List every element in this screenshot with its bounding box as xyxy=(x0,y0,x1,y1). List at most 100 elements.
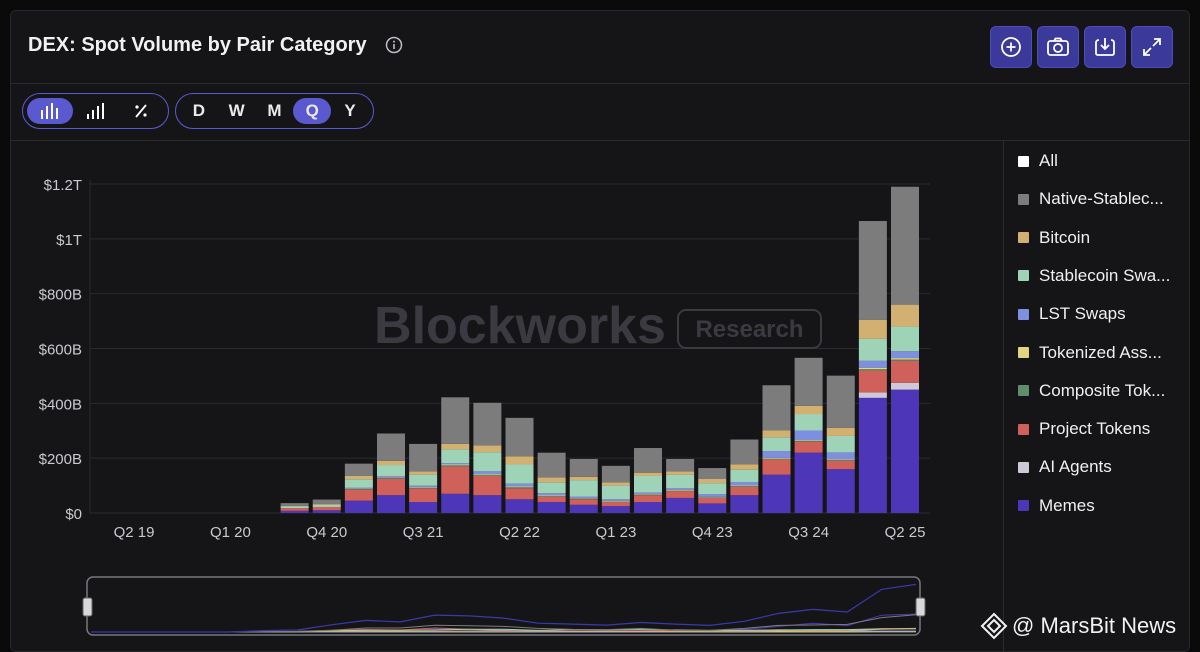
bar-segment[interactable] xyxy=(569,499,598,505)
bar-segment[interactable] xyxy=(473,474,502,476)
bar-segment[interactable] xyxy=(762,458,791,460)
bar-segment[interactable] xyxy=(280,505,309,507)
bar-segment[interactable] xyxy=(441,493,470,513)
bar-segment[interactable] xyxy=(858,367,887,370)
legend-item[interactable]: AI Agents xyxy=(1018,456,1184,478)
legend-item[interactable]: Native-Stablec... xyxy=(1018,188,1184,210)
bar-segment[interactable] xyxy=(537,502,566,513)
bar-segment[interactable] xyxy=(569,504,598,513)
bar-segment[interactable] xyxy=(762,474,791,513)
bar-segment[interactable] xyxy=(312,503,341,505)
bar-segment[interactable] xyxy=(794,405,823,415)
percent-button[interactable] xyxy=(118,98,164,124)
bar-segment[interactable] xyxy=(473,452,502,472)
bar-segment[interactable] xyxy=(730,439,759,465)
legend-item[interactable]: Project Tokens xyxy=(1018,418,1184,440)
bar-segment[interactable] xyxy=(634,472,662,476)
bar-segment[interactable] xyxy=(537,496,566,497)
bar-segment[interactable] xyxy=(826,435,855,453)
bar-segment[interactable] xyxy=(473,445,502,453)
bar-segment[interactable] xyxy=(409,485,438,487)
bar-segment[interactable] xyxy=(891,304,919,327)
bar-segment[interactable] xyxy=(344,488,373,489)
bar-segment[interactable] xyxy=(891,382,919,390)
bar-segment[interactable] xyxy=(569,476,598,481)
bar-segment[interactable] xyxy=(634,492,662,495)
bar-segment[interactable] xyxy=(377,478,405,496)
bar-segment[interactable] xyxy=(280,510,309,513)
bar-segment[interactable] xyxy=(858,369,887,371)
bar-segment[interactable] xyxy=(377,477,405,478)
bar-segment[interactable] xyxy=(698,503,727,513)
info-icon[interactable] xyxy=(385,36,403,59)
bar-segment[interactable] xyxy=(762,385,791,431)
bar-segment[interactable] xyxy=(858,338,887,361)
bar-segment[interactable] xyxy=(858,392,887,398)
bar-segment[interactable] xyxy=(730,495,759,513)
bar-segment[interactable] xyxy=(312,506,341,511)
bar-segment[interactable] xyxy=(601,482,630,486)
bar-segment[interactable] xyxy=(762,459,791,475)
bar-segment[interactable] xyxy=(505,456,534,465)
bar-segment[interactable] xyxy=(858,370,887,393)
bar-segment[interactable] xyxy=(377,465,405,476)
bar-segment[interactable] xyxy=(601,501,630,503)
legend-item[interactable]: Composite Tok... xyxy=(1018,380,1184,402)
timeframe-q[interactable]: Q xyxy=(293,98,332,124)
bar-segment[interactable] xyxy=(698,468,727,480)
bar-segment[interactable] xyxy=(730,482,759,486)
legend-item[interactable]: Tokenized Ass... xyxy=(1018,342,1184,364)
bar-segment[interactable] xyxy=(473,475,502,496)
navigator-right-handle[interactable] xyxy=(915,597,926,617)
legend-item[interactable]: Stablecoin Swa... xyxy=(1018,265,1184,287)
bar-segment[interactable] xyxy=(891,186,919,305)
bar-segment[interactable] xyxy=(730,469,759,483)
bar-segment[interactable] xyxy=(730,464,759,470)
legend-item[interactable]: All xyxy=(1018,150,1184,172)
bar-segment[interactable] xyxy=(794,357,823,406)
bar-segment[interactable] xyxy=(666,497,695,513)
signal-bars-button[interactable] xyxy=(73,98,119,124)
add-button[interactable] xyxy=(990,26,1032,68)
bar-segment[interactable] xyxy=(826,460,855,470)
bar-segment[interactable] xyxy=(826,452,855,460)
legend-item[interactable]: Bitcoin xyxy=(1018,227,1184,249)
bar-segment[interactable] xyxy=(634,448,662,473)
bar-segment[interactable] xyxy=(826,459,855,461)
bar-segment[interactable] xyxy=(473,402,502,446)
bar-segment[interactable] xyxy=(698,494,727,497)
bar-segment[interactable] xyxy=(601,502,630,507)
bar-segment[interactable] xyxy=(891,389,919,513)
bar-segment[interactable] xyxy=(409,488,438,503)
download-button[interactable] xyxy=(1084,26,1126,68)
bar-chart-button[interactable] xyxy=(27,98,73,124)
bar-segment[interactable] xyxy=(569,498,598,500)
bar-segment[interactable] xyxy=(666,474,695,489)
bar-segment[interactable] xyxy=(601,499,630,501)
bar-segment[interactable] xyxy=(312,510,341,513)
bar-segment[interactable] xyxy=(537,495,566,497)
bar-segment[interactable] xyxy=(666,488,695,490)
bar-segment[interactable] xyxy=(891,359,919,361)
bar-segment[interactable] xyxy=(441,465,470,467)
bar-segment[interactable] xyxy=(344,475,373,480)
bar-segment[interactable] xyxy=(601,500,630,502)
bar-segment[interactable] xyxy=(409,474,438,486)
bar-segment[interactable] xyxy=(794,430,823,441)
bar-segment[interactable] xyxy=(505,483,534,487)
bar-segment[interactable] xyxy=(537,452,566,478)
bar-segment[interactable] xyxy=(794,440,823,442)
bar-segment[interactable] xyxy=(569,498,598,499)
bar-segment[interactable] xyxy=(505,499,534,513)
bar-segment[interactable] xyxy=(409,487,438,489)
bar-segment[interactable] xyxy=(409,443,438,472)
bar-segment[interactable] xyxy=(441,466,470,494)
timeframe-m[interactable]: M xyxy=(267,101,282,120)
bar-segment[interactable] xyxy=(441,443,470,450)
bar-segment[interactable] xyxy=(666,491,695,498)
bar-segment[interactable] xyxy=(858,360,887,368)
legend-item[interactable]: Memes xyxy=(1018,495,1184,517)
bar-segment[interactable] xyxy=(344,489,373,501)
bar-segment[interactable] xyxy=(441,449,470,464)
bar-segment[interactable] xyxy=(473,471,502,475)
